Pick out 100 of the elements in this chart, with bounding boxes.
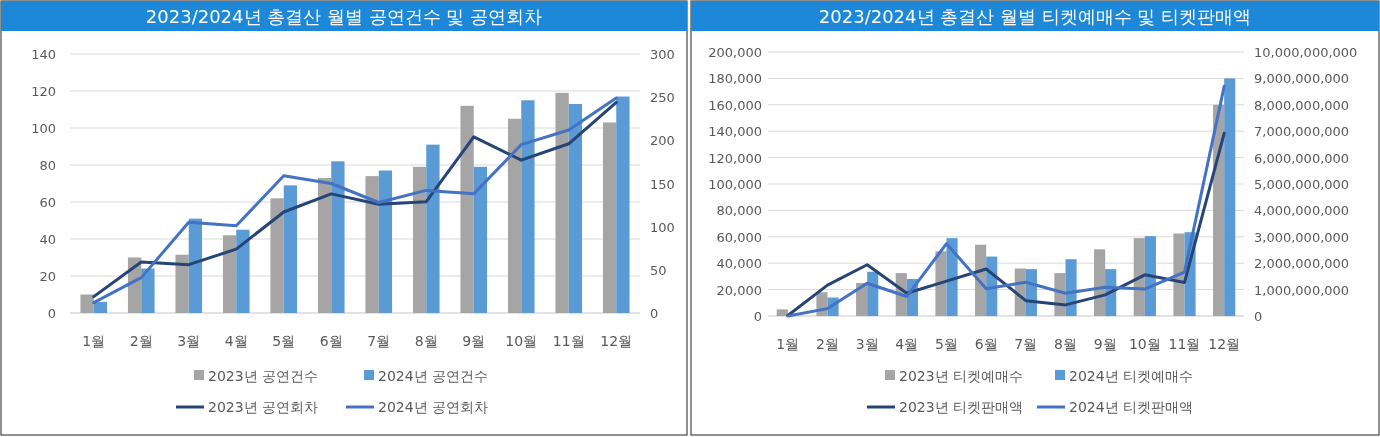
legend-label: 2023년 공연건수 [208, 368, 319, 384]
y-tick-label: 60 [39, 195, 56, 210]
x-tick-label: 8월 [414, 333, 438, 349]
y2-tick-label: 4,000,000,000 [1254, 203, 1350, 219]
bar [568, 103, 583, 313]
bar [188, 218, 203, 313]
legend-label: 2023년 티켓예매수 [899, 368, 1024, 384]
y2-tick-label: 200 [650, 133, 675, 149]
bar [460, 105, 474, 313]
x-tick-label: 5월 [935, 336, 958, 352]
bar [776, 309, 788, 316]
y2-tick-label: 2,000,000,000 [1254, 256, 1350, 272]
y-tick-label: 0 [753, 309, 762, 324]
bar [1173, 233, 1185, 316]
line-series [786, 84, 1226, 318]
y-tick-label: 140 [31, 47, 56, 62]
bar [80, 294, 94, 313]
legend-label: 2024년 티켓판매액 [1069, 399, 1194, 415]
y-tick-label: 0 [47, 306, 56, 321]
bar [270, 198, 284, 313]
legend-label: 2023년 공연회차 [208, 399, 319, 415]
chart-title: 2023/2024년 총결산 월별 공연건수 및 공연회차 [145, 6, 543, 27]
y2-tick-label: 8,000,000,000 [1254, 97, 1350, 113]
y-tick-label: 100 [31, 121, 56, 136]
y-tick-label: 140,000 [708, 124, 762, 140]
y2-tick-label: 0 [1254, 309, 1263, 324]
x-tick-label: 3월 [855, 336, 879, 352]
legend-label: 2024년 티켓예매수 [1069, 368, 1194, 384]
bar [1094, 249, 1106, 316]
bar [602, 122, 617, 313]
bar [141, 268, 155, 313]
y2-tick-label: 7,000,000,000 [1254, 124, 1350, 140]
bar [93, 301, 108, 313]
bar [1144, 236, 1156, 316]
x-tick-label: 1월 [82, 333, 106, 349]
x-tick-label: 10월 [1128, 336, 1161, 352]
x-tick-label: 12월 [1208, 336, 1241, 352]
bar [1133, 238, 1145, 316]
bar [317, 177, 332, 313]
x-tick-label: 9월 [1093, 336, 1117, 352]
x-tick-label: 9월 [462, 333, 486, 349]
y-tick-label: 100,000 [708, 177, 762, 192]
y-tick-label: 40 [39, 232, 56, 247]
y-tick-label: 120 [31, 84, 56, 99]
x-tick-label: 1월 [776, 336, 800, 352]
y2-tick-label: 1,000,000,000 [1254, 282, 1350, 298]
x-tick-label: 11월 [552, 333, 585, 349]
y-tick-label: 40,000 [716, 256, 762, 272]
y2-tick-label: 250 [650, 90, 675, 106]
bar [331, 161, 345, 313]
bar [236, 229, 250, 313]
y2-tick-label: 50 [650, 262, 667, 278]
x-tick-label: 4월 [224, 333, 248, 349]
y2-tick-label: 9,000,000,000 [1254, 71, 1350, 87]
x-tick-label: 6월 [974, 336, 998, 352]
y-tick-label: 60,000 [716, 229, 762, 245]
y-tick-label: 180,000 [708, 71, 762, 87]
bar [1224, 78, 1236, 316]
bar [365, 176, 379, 313]
y2-tick-label: 100 [650, 219, 675, 235]
y-tick-label: 200,000 [708, 45, 762, 60]
y2-tick-label: 300 [650, 47, 675, 62]
bar [283, 185, 298, 313]
bar [175, 254, 189, 313]
bar [507, 118, 522, 313]
y2-tick-label: 5,000,000,000 [1254, 177, 1350, 192]
y-tick-label: 120,000 [708, 150, 762, 166]
y-tick-label: 80,000 [716, 203, 762, 219]
y-tick-label: 80 [39, 158, 56, 173]
chart-title: 2023/2024년 총결산 월별 티켓예매수 및 티켓판매액 [818, 6, 1252, 27]
x-tick-label: 6월 [319, 333, 343, 349]
bar [473, 166, 488, 313]
y2-tick-label: 0 [650, 306, 659, 321]
y2-tick-label: 3,000,000,000 [1254, 229, 1350, 245]
x-tick-label: 3월 [177, 333, 201, 349]
line-series [786, 131, 1226, 317]
bar [935, 251, 947, 316]
x-tick-label: 2월 [816, 336, 839, 352]
y-tick-label: 20 [39, 269, 56, 284]
bar [426, 144, 440, 313]
y-tick-label: 20,000 [716, 282, 762, 298]
x-tick-label: 11월 [1168, 336, 1201, 352]
x-tick-label: 4월 [895, 336, 919, 352]
x-tick-label: 10월 [505, 333, 538, 349]
y2-tick-label: 150 [650, 176, 675, 192]
y2-tick-label: 6,000,000,000 [1254, 150, 1350, 166]
x-tick-label: 5월 [272, 333, 296, 349]
bar [867, 271, 879, 316]
x-tick-label: 12월 [600, 333, 633, 349]
legend-label: 2023년 티켓판매액 [899, 399, 1024, 415]
bar [222, 235, 237, 313]
bar [555, 92, 569, 313]
x-tick-label: 7월 [367, 333, 391, 349]
x-tick-label: 2월 [129, 333, 153, 349]
y-tick-label: 160,000 [708, 97, 762, 113]
bar [412, 166, 427, 313]
bar [616, 96, 630, 313]
y2-tick-label: 10,000,000,000 [1254, 45, 1358, 60]
bar [521, 100, 535, 313]
legend-label: 2024년 공연건수 [378, 368, 489, 384]
